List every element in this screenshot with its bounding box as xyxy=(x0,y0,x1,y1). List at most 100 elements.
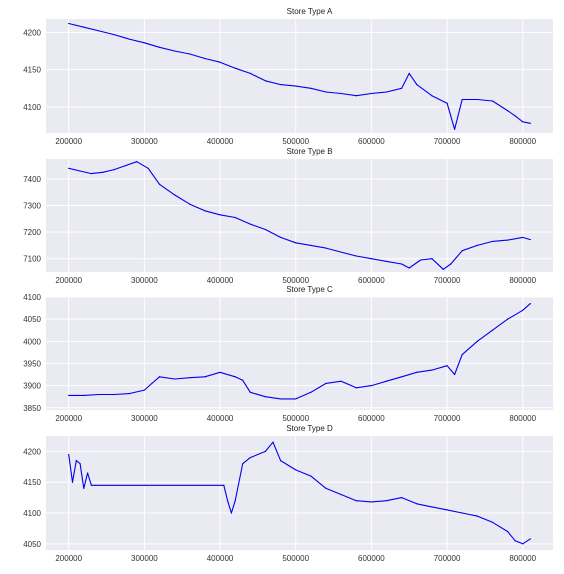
data-point xyxy=(280,84,281,85)
data-point xyxy=(68,168,69,169)
data-point xyxy=(235,217,236,218)
data-point xyxy=(83,395,84,396)
data-point xyxy=(325,247,326,248)
data-point xyxy=(431,370,432,371)
data-point xyxy=(227,500,228,501)
data-point xyxy=(416,84,417,85)
data-point xyxy=(91,173,92,174)
plot-area xyxy=(46,159,553,272)
y-tick-label: 7300 xyxy=(23,202,41,211)
y-tick-label: 3900 xyxy=(23,382,41,391)
data-point xyxy=(189,53,190,54)
data-point xyxy=(223,485,224,486)
data-point xyxy=(114,169,115,170)
data-point xyxy=(79,463,80,464)
data-point xyxy=(68,23,69,24)
data-point xyxy=(295,85,296,86)
subplot-title: Store Type B xyxy=(286,147,332,156)
y-tick-label: 3850 xyxy=(23,404,41,413)
data-point xyxy=(477,516,478,517)
plot-area xyxy=(46,297,553,410)
data-point xyxy=(443,269,444,270)
data-point xyxy=(450,263,451,264)
data-point xyxy=(310,245,311,246)
data-point xyxy=(522,543,523,544)
data-point xyxy=(492,100,493,101)
data-point xyxy=(235,376,236,377)
y-tick-label: 4050 xyxy=(23,540,41,549)
y-tick-label: 4050 xyxy=(23,315,41,324)
subplot-4: 200000 300000 400000 500000 600000 700000 8000… xyxy=(23,424,553,563)
x-tick-label: 300000 xyxy=(131,554,158,563)
data-point xyxy=(219,214,220,215)
subplot-3: 200000 300000 400000 500000 600000 700000 8000… xyxy=(23,285,553,423)
data-point xyxy=(462,250,463,251)
data-point xyxy=(280,398,281,399)
data-point xyxy=(341,494,342,495)
y-tick-label: 3950 xyxy=(23,359,41,368)
x-tick-label: 500000 xyxy=(282,554,309,563)
data-point xyxy=(507,319,508,320)
data-point xyxy=(114,34,115,35)
data-point xyxy=(530,123,531,124)
data-point xyxy=(371,501,372,502)
data-point xyxy=(401,88,402,89)
y-tick-label: 4200 xyxy=(23,28,41,37)
data-point xyxy=(265,80,266,81)
data-point xyxy=(129,39,130,40)
data-point xyxy=(280,237,281,238)
x-tick-label: 700000 xyxy=(434,137,461,146)
x-tick-label: 600000 xyxy=(358,137,385,146)
data-point xyxy=(409,73,410,74)
data-point xyxy=(325,91,326,92)
data-point xyxy=(310,475,311,476)
data-point xyxy=(325,488,326,489)
x-tick-label: 500000 xyxy=(282,276,309,285)
x-tick-label: 300000 xyxy=(131,414,158,423)
x-tick-label: 600000 xyxy=(358,276,385,285)
plot-area xyxy=(46,19,553,133)
data-point xyxy=(87,472,88,473)
x-tick-label: 700000 xyxy=(434,276,461,285)
x-tick-label: 200000 xyxy=(55,276,82,285)
data-point xyxy=(125,165,126,166)
data-point xyxy=(446,365,447,366)
data-point xyxy=(295,398,296,399)
data-point xyxy=(204,210,205,211)
data-point xyxy=(356,500,357,501)
data-point xyxy=(219,372,220,373)
data-point xyxy=(98,394,99,395)
data-point xyxy=(446,509,447,510)
data-point xyxy=(250,457,251,458)
data-point xyxy=(79,170,80,171)
x-tick-label: 400000 xyxy=(207,137,234,146)
data-point xyxy=(219,62,220,63)
data-point xyxy=(341,381,342,382)
data-point xyxy=(515,540,516,541)
data-point xyxy=(204,376,205,377)
data-point xyxy=(231,512,232,513)
y-tick-label: 4000 xyxy=(23,337,41,346)
data-point xyxy=(371,258,372,259)
data-point xyxy=(295,469,296,470)
y-tick-label: 4100 xyxy=(23,509,41,518)
data-point xyxy=(522,121,523,122)
data-point xyxy=(235,68,236,69)
data-point xyxy=(159,184,160,185)
data-point xyxy=(159,376,160,377)
x-tick-label: 500000 xyxy=(282,414,309,423)
data-point xyxy=(114,394,115,395)
data-point xyxy=(477,245,478,246)
x-tick-label: 600000 xyxy=(358,414,385,423)
data-point xyxy=(83,27,84,28)
data-point xyxy=(295,242,296,243)
y-tick-label: 7100 xyxy=(23,255,41,264)
data-point xyxy=(98,30,99,31)
subplot-title: Store Type C xyxy=(286,285,333,294)
data-point xyxy=(174,194,175,195)
data-point xyxy=(250,392,251,393)
data-point xyxy=(341,251,342,252)
data-point xyxy=(159,47,160,48)
y-tick-label: 4100 xyxy=(23,293,41,302)
x-tick-label: 800000 xyxy=(509,554,536,563)
